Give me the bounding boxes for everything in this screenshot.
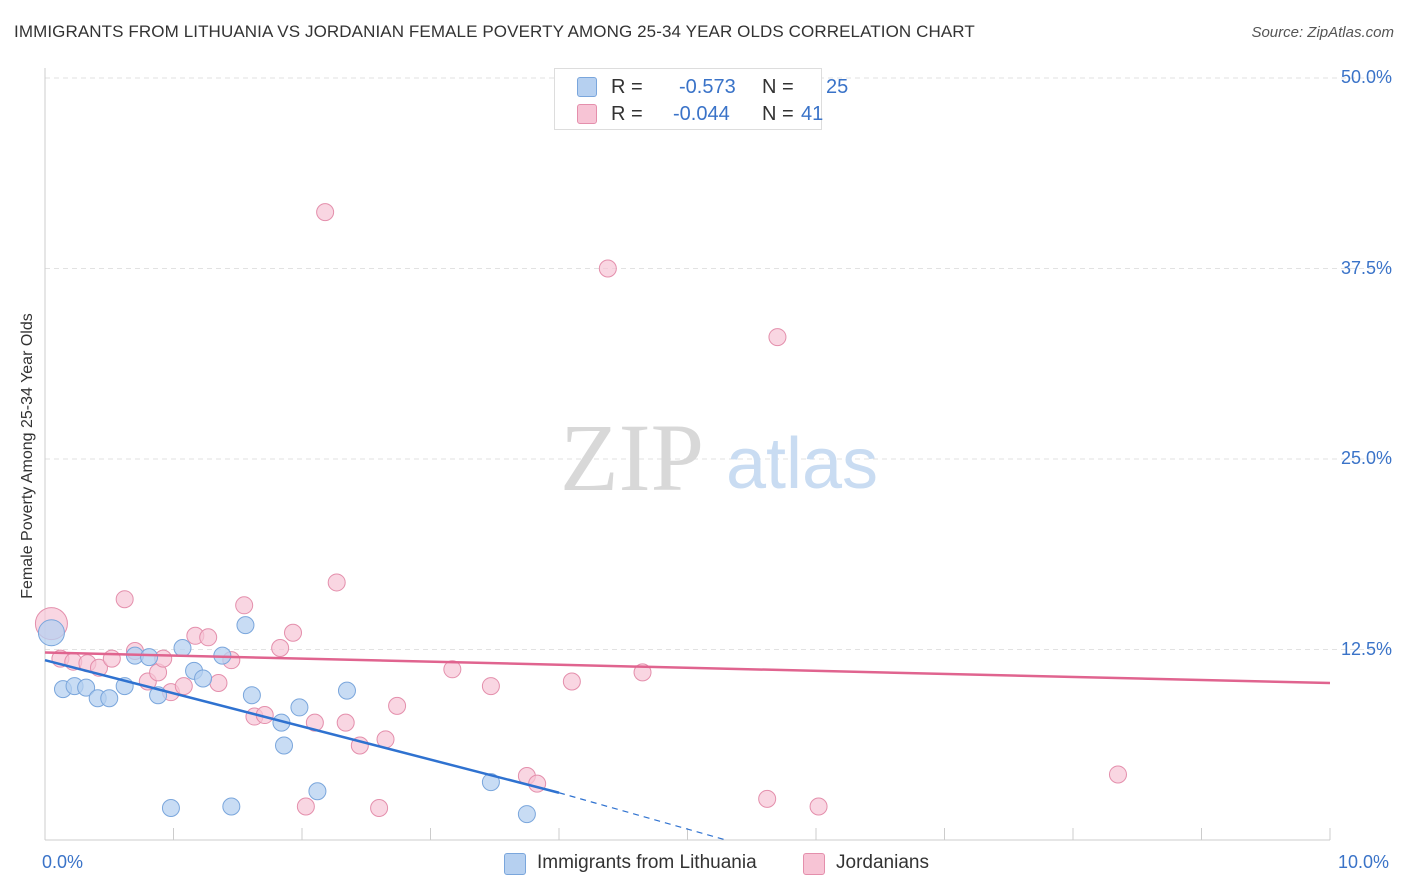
jordanians-point xyxy=(316,203,335,222)
legend-n-value: 25 xyxy=(826,75,849,98)
legend-r-label: R = xyxy=(611,75,643,98)
jordanians-point xyxy=(443,660,462,679)
lithuania-point xyxy=(308,782,327,801)
lithuania-point xyxy=(236,616,255,635)
source-label: Source: ZipAtlas.com xyxy=(1251,24,1394,41)
lithuania-point xyxy=(481,773,500,792)
stats-legend: R = -0.573 N = 25 R = -0.044 N = 41 xyxy=(554,68,848,130)
jordanians-trend-line xyxy=(44,651,1331,685)
jordanians-point xyxy=(481,677,500,696)
watermark-zip: ZIP xyxy=(560,404,704,511)
jordanians-point xyxy=(174,677,193,696)
jordanians-point xyxy=(305,713,324,732)
lithuania-point xyxy=(337,681,356,700)
legend-label: Jordanians xyxy=(836,852,929,873)
jordanians-point xyxy=(809,797,828,816)
lithuania-point xyxy=(37,619,65,647)
jordanians-point xyxy=(209,674,228,693)
chart-title: IMMIGRANTS FROM LITHUANIA VS JORDANIAN F… xyxy=(14,22,975,41)
y-tick-label: 12.5% xyxy=(1340,638,1392,659)
jordanians-point xyxy=(336,713,355,732)
jordanians-point xyxy=(296,797,315,816)
lithuania-point xyxy=(222,797,241,816)
x-tick-label-min: 0.0% xyxy=(42,852,84,872)
legend-r-label: R = xyxy=(611,102,643,125)
trend-lines xyxy=(44,651,1331,841)
jordanians-point xyxy=(1108,765,1127,784)
jordanians-point xyxy=(271,638,290,657)
jordanians-point xyxy=(284,623,303,642)
legend-n-value: 41 xyxy=(801,102,824,125)
legend-swatch-pink xyxy=(577,104,597,124)
jordanians-point xyxy=(758,789,777,808)
watermark: ZIP atlas xyxy=(560,404,878,511)
lithuania-point xyxy=(242,686,261,705)
grid-lines xyxy=(45,77,1395,650)
jordanians-point xyxy=(102,649,121,668)
jordanians-point xyxy=(115,590,134,609)
legend-label: Immigrants from Lithuania xyxy=(537,852,757,873)
jordanians-point xyxy=(633,663,652,682)
jordanians-point xyxy=(327,573,346,592)
lithuania-trend-extension xyxy=(558,792,727,841)
lithuania-point xyxy=(161,798,180,817)
lithuania-point xyxy=(275,736,294,755)
jordanians-point xyxy=(598,259,617,278)
lithuania-point xyxy=(100,689,119,708)
watermark-atlas: atlas xyxy=(726,424,878,504)
jordanians-points xyxy=(34,203,1127,817)
legend-n-label: N = xyxy=(762,102,794,125)
jordanians-point xyxy=(562,672,581,691)
x-tick-label-max: 10.0% xyxy=(1338,852,1390,872)
legend-r-value: -0.573 xyxy=(679,75,736,98)
legend-r-value: -0.044 xyxy=(673,102,730,125)
jordanians-point xyxy=(768,328,787,347)
legend-swatch-blue xyxy=(504,853,526,875)
lithuania-point xyxy=(517,805,536,824)
lithuania-point xyxy=(77,678,96,697)
lithuania-trend-line xyxy=(44,658,560,794)
lithuania-point xyxy=(140,648,159,667)
legend-n-label: N = xyxy=(762,75,794,98)
lithuania-points xyxy=(37,616,536,824)
legend-swatch-pink xyxy=(803,853,825,875)
y-tick-label: 50.0% xyxy=(1340,67,1392,87)
axes xyxy=(44,68,1331,841)
jordanians-point xyxy=(199,628,218,647)
y-tick-label: 37.5% xyxy=(1340,257,1392,278)
jordanians-point xyxy=(370,798,389,817)
jordanians-point xyxy=(235,596,254,615)
legend-swatch-blue xyxy=(577,77,597,97)
lithuania-point xyxy=(194,669,213,688)
lithuania-point xyxy=(290,698,309,717)
jordanians-point xyxy=(388,696,407,715)
y-tick-label: 25.0% xyxy=(1340,448,1392,468)
lithuania-point xyxy=(173,638,192,657)
